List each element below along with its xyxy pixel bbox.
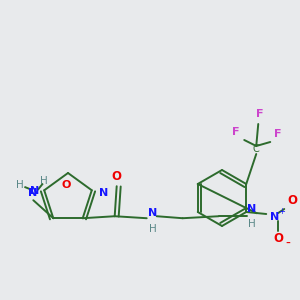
Text: N: N	[270, 212, 279, 222]
Text: O: O	[112, 170, 122, 183]
Text: H: H	[149, 224, 157, 234]
Text: F: F	[274, 129, 282, 139]
Text: +: +	[278, 208, 285, 217]
Text: H: H	[248, 219, 256, 229]
Text: -: -	[286, 237, 291, 251]
Text: C: C	[253, 144, 260, 154]
Text: N: N	[28, 188, 37, 198]
Text: F: F	[256, 109, 264, 119]
Text: N: N	[99, 188, 108, 198]
Text: H: H	[40, 176, 48, 186]
Text: N: N	[148, 208, 157, 218]
Text: N: N	[247, 204, 256, 214]
Text: O: O	[273, 232, 283, 245]
Text: N: N	[30, 186, 39, 196]
Text: H: H	[16, 180, 24, 190]
Text: O: O	[287, 194, 297, 208]
Text: O: O	[61, 180, 71, 190]
Text: F: F	[232, 127, 240, 137]
